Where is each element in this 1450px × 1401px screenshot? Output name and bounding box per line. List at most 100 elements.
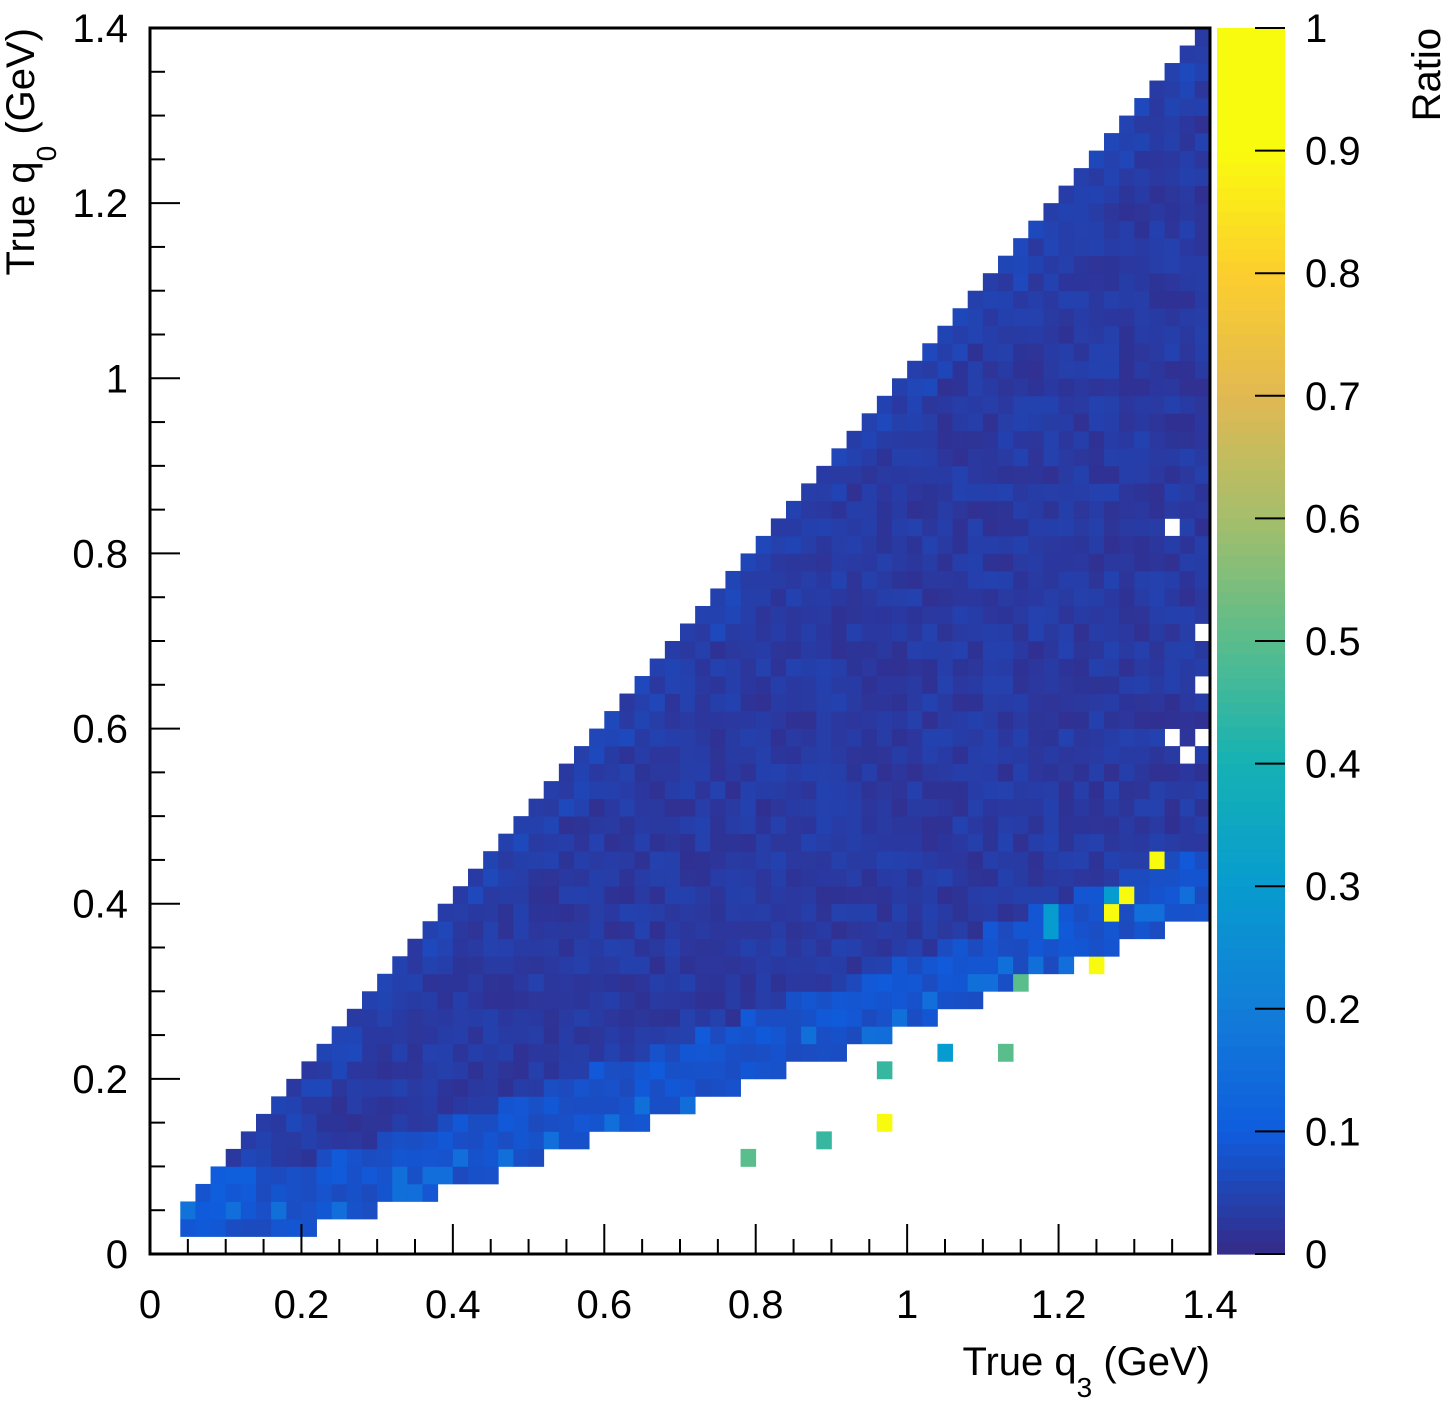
heatmap-cell bbox=[543, 833, 560, 852]
heatmap-cell bbox=[240, 1148, 257, 1167]
heatmap-cell bbox=[892, 378, 908, 397]
heatmap-cell bbox=[786, 711, 802, 729]
heatmap-cell bbox=[1104, 150, 1120, 169]
heatmap-cell bbox=[1134, 133, 1150, 151]
heatmap-cell bbox=[634, 1096, 651, 1115]
heatmap-cell bbox=[664, 868, 681, 887]
heatmap-cell bbox=[937, 798, 953, 817]
heatmap-cell bbox=[1073, 605, 1090, 624]
heatmap-cell bbox=[982, 413, 999, 432]
heatmap-cell bbox=[892, 886, 908, 905]
heatmap-cell bbox=[422, 973, 439, 992]
heatmap-cell bbox=[558, 956, 575, 975]
heatmap-cell bbox=[1073, 518, 1090, 537]
heatmap-cell bbox=[1028, 676, 1044, 694]
heatmap-cell bbox=[1119, 308, 1135, 327]
color-scale-step bbox=[1217, 542, 1285, 556]
heatmap-cell bbox=[1134, 500, 1150, 519]
heatmap-cell bbox=[1149, 676, 1165, 694]
heatmap-cell bbox=[1179, 115, 1196, 134]
heatmap-cell bbox=[801, 763, 817, 782]
heatmap-cell bbox=[740, 921, 757, 940]
heatmap-cell bbox=[1013, 255, 1029, 274]
heatmap-cell bbox=[528, 816, 545, 835]
heatmap-cell bbox=[437, 973, 454, 992]
heatmap-cell bbox=[786, 833, 802, 852]
heatmap-cell bbox=[240, 1201, 257, 1220]
heatmap-cell bbox=[558, 991, 575, 1010]
heatmap-cell bbox=[801, 973, 817, 992]
heatmap-cell bbox=[907, 781, 923, 800]
heatmap-cell bbox=[377, 1061, 393, 1080]
heatmap-cell bbox=[619, 851, 635, 870]
heatmap-cell bbox=[1073, 273, 1090, 292]
heatmap-cell bbox=[937, 921, 953, 940]
heatmap-cell bbox=[967, 868, 984, 887]
heatmap-cell bbox=[1013, 500, 1029, 519]
heatmap-cell bbox=[1028, 588, 1044, 607]
heatmap-cell bbox=[664, 693, 681, 712]
heatmap-cell bbox=[619, 833, 635, 852]
heatmap-cell bbox=[1028, 816, 1044, 835]
heatmap-cell bbox=[1028, 746, 1044, 764]
heatmap-cell bbox=[528, 1026, 545, 1045]
heatmap-cell bbox=[937, 1043, 953, 1062]
heatmap-cell bbox=[649, 798, 666, 817]
heatmap-cell bbox=[604, 1026, 620, 1045]
heatmap-cell bbox=[1149, 98, 1165, 116]
heatmap-cell bbox=[998, 641, 1014, 659]
heatmap-cell bbox=[725, 973, 741, 992]
heatmap-cell bbox=[1134, 395, 1150, 414]
heatmap-cell bbox=[846, 1026, 863, 1045]
heatmap-cell bbox=[740, 1008, 757, 1027]
heatmap-cell bbox=[498, 1043, 514, 1062]
heatmap-cell bbox=[1134, 833, 1150, 852]
heatmap-cell bbox=[892, 798, 908, 817]
heatmap-cell bbox=[483, 851, 499, 870]
heatmap-cell bbox=[1058, 308, 1075, 327]
heatmap-cell bbox=[952, 430, 969, 449]
color-scale-step bbox=[1217, 1082, 1285, 1096]
heatmap-cell bbox=[392, 973, 408, 992]
heatmap-cell bbox=[998, 973, 1014, 992]
heatmap-cell bbox=[952, 448, 969, 467]
heatmap-cell bbox=[907, 448, 923, 467]
heatmap-cell bbox=[1194, 308, 1211, 327]
heatmap-cell bbox=[922, 500, 938, 519]
heatmap-cell bbox=[846, 641, 863, 659]
heatmap-cell bbox=[1119, 781, 1135, 800]
heatmap-cell bbox=[1194, 413, 1211, 432]
heatmap-cell bbox=[952, 746, 969, 764]
color-scale-step bbox=[1217, 530, 1285, 544]
heatmap-cell bbox=[725, 711, 741, 729]
heatmap-cell bbox=[1013, 728, 1029, 747]
heatmap-cell bbox=[1028, 623, 1044, 642]
color-scale-step bbox=[1217, 861, 1285, 875]
heatmap-cell bbox=[695, 728, 711, 747]
heatmap-cell bbox=[1179, 623, 1196, 642]
heatmap-cell bbox=[1104, 518, 1120, 537]
heatmap-cell bbox=[346, 1061, 363, 1080]
heatmap-cell bbox=[316, 1166, 333, 1185]
heatmap-cell bbox=[1149, 693, 1165, 712]
heatmap-cell bbox=[982, 973, 999, 992]
heatmap-cell bbox=[1149, 115, 1165, 134]
heatmap-cell bbox=[982, 641, 999, 659]
heatmap-cell bbox=[816, 1043, 832, 1062]
heatmap-cell bbox=[770, 1061, 787, 1080]
heatmap-cell bbox=[967, 500, 984, 519]
heatmap-cell bbox=[604, 921, 620, 940]
heatmap-cell bbox=[1164, 570, 1181, 589]
heatmap-cell bbox=[1058, 238, 1075, 257]
heatmap-cell bbox=[801, 956, 817, 975]
heatmap-cell bbox=[922, 360, 938, 379]
heatmap-cell bbox=[907, 658, 923, 677]
heatmap-cell bbox=[1179, 220, 1196, 239]
y-axis-title: True q0 (GeV) bbox=[0, 28, 62, 276]
heatmap-cell bbox=[1013, 448, 1029, 467]
heatmap-cell bbox=[1194, 98, 1211, 116]
z-tick-label: 0.8 bbox=[1305, 252, 1361, 296]
color-scale-step bbox=[1217, 518, 1285, 532]
heatmap-cell bbox=[377, 991, 393, 1010]
heatmap-cell bbox=[452, 886, 469, 905]
